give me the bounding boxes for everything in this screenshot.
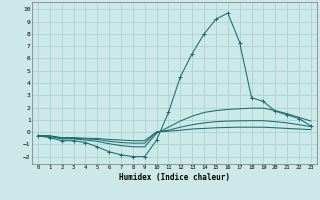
X-axis label: Humidex (Indice chaleur): Humidex (Indice chaleur) — [119, 173, 230, 182]
